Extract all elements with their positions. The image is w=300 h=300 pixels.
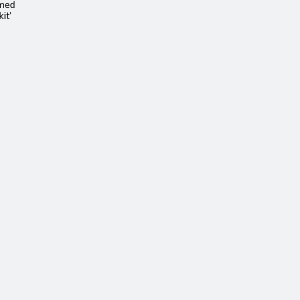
Text: No module named 'rdkit': No module named 'rdkit' [0, 0, 16, 21]
